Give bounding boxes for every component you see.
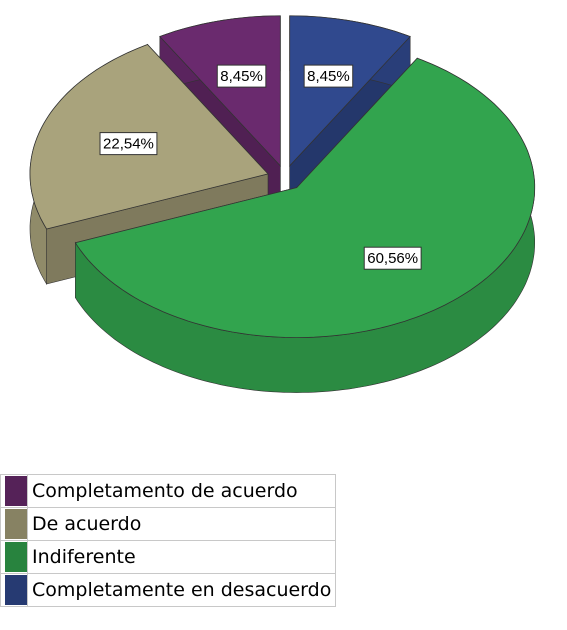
data-label: 8,45% xyxy=(307,68,350,85)
legend: Completamento de acuerdo De acuerdo Indife… xyxy=(0,474,337,607)
legend-row: Indiferente xyxy=(0,540,337,574)
data-label-box xyxy=(363,246,422,270)
legend-swatch-cell xyxy=(0,540,28,574)
legend-label: Completamento de acuerdo xyxy=(26,474,337,508)
legend-swatch-cell xyxy=(0,573,28,607)
legend-label: De acuerdo xyxy=(26,507,337,541)
legend-swatch-cell xyxy=(0,507,28,541)
data-label-box xyxy=(216,64,267,88)
data-label-box xyxy=(303,64,354,88)
legend-row: Completamento de acuerdo xyxy=(0,474,337,508)
data-label-box xyxy=(99,132,158,156)
legend-swatch xyxy=(5,476,27,506)
legend-swatch xyxy=(5,575,27,605)
legend-row: Completamente en desacuerdo xyxy=(0,573,337,607)
chart: 8,45% 22,54% 60,56% 8,45% xyxy=(29,15,536,393)
legend-label: Completamente en desacuerdo xyxy=(26,573,337,607)
legend-swatch xyxy=(5,509,27,539)
legend-swatch-cell xyxy=(0,474,28,508)
legend-swatch xyxy=(5,542,27,572)
slice-top xyxy=(289,15,411,167)
data-label: 8,45% xyxy=(220,68,263,85)
legend-label: Indiferente xyxy=(26,540,337,574)
data-label: 22,54% xyxy=(103,136,154,153)
legend-row: De acuerdo xyxy=(0,507,337,541)
slice-top xyxy=(159,15,281,167)
data-label: 60,56% xyxy=(367,250,418,267)
